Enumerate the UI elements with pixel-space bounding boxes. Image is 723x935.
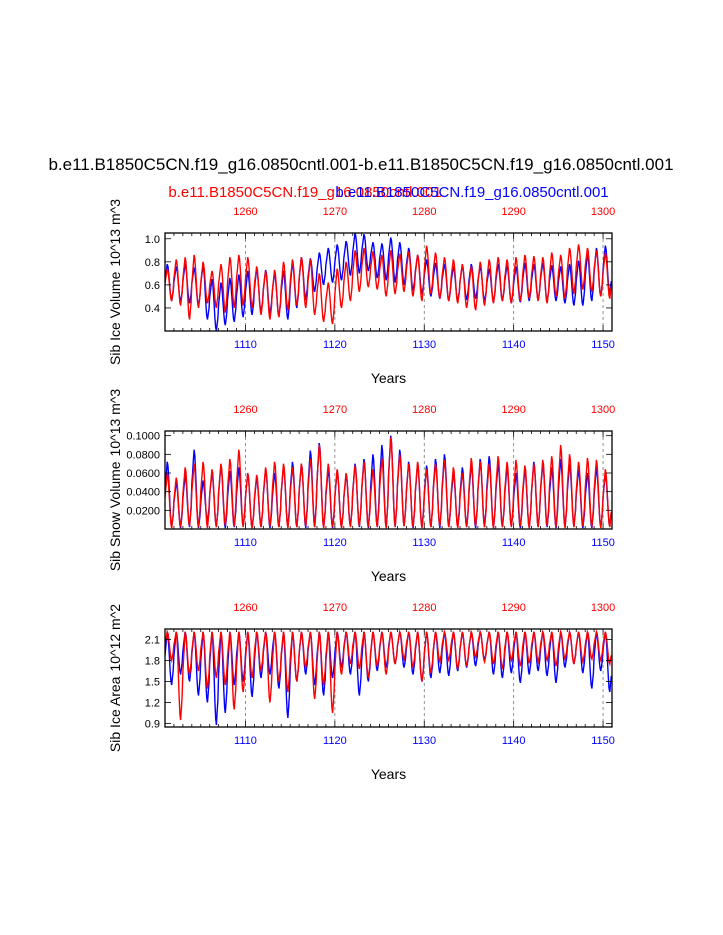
- y-tick-label: 0.9: [145, 719, 160, 731]
- x-tick-label-top: 1280: [412, 602, 436, 614]
- x-tick-label-bottom: 1120: [323, 537, 347, 549]
- x-tick-label-bottom: 1130: [412, 537, 436, 549]
- y-axis-unit: 10^13 m^3: [107, 199, 123, 267]
- x-tick-label-top: 1260: [233, 602, 257, 614]
- x-tick-label-top: 1300: [591, 602, 615, 614]
- x-axis-title: Years: [371, 370, 406, 386]
- x-axis-title: Years: [371, 568, 406, 584]
- x-tick-label-bottom: 1120: [323, 339, 347, 351]
- x-tick-label-top: 1300: [591, 404, 615, 416]
- x-tick-label-bottom: 1150: [591, 537, 615, 549]
- y-axis-title: Sib Ice Area 10^12 m^2: [107, 604, 123, 752]
- panel-2: 1110 1120 1130 1140 1150 1260 1270 1280 1290 1300…: [107, 389, 615, 584]
- panel-1: 1110 1120 1130 1140 1150 1260 1270 1280 1290 1300…: [107, 199, 615, 386]
- panel-3: 1110 1120 1130 1140 1150 1260 1270 1280 1290 1300…: [107, 602, 615, 782]
- x-tick-label-top: 1300: [591, 206, 615, 218]
- x-tick-label-top: 1260: [233, 404, 257, 416]
- y-axis-name: Sib Ice Area: [107, 676, 123, 752]
- x-tick-label-bottom: 1150: [591, 735, 615, 747]
- x-tick-label-top: 1270: [323, 602, 347, 614]
- y-tick-label: 0.6: [145, 280, 160, 292]
- y-tick-label: 2.1: [145, 635, 160, 647]
- legend-red-title: b.e11.B1850C5CN.f19_g16.0850cntl.001: [168, 184, 441, 201]
- x-tick-label-top: 1270: [323, 404, 347, 416]
- x-tick-label-bottom: 1130: [412, 339, 436, 351]
- y-tick-label: 0.0800: [126, 449, 160, 461]
- series-line-red: [165, 244, 612, 325]
- y-axis-unit: 10^12 m^2: [107, 604, 123, 672]
- x-tick-label-bottom: 1140: [502, 339, 526, 351]
- x-tick-label-top: 1280: [412, 206, 436, 218]
- x-tick-label-top: 1290: [501, 404, 525, 416]
- x-tick-label-top: 1290: [501, 602, 525, 614]
- y-tick-label: 0.8: [145, 257, 160, 269]
- main-title: b.e11.B1850C5CN.f19_g16.0850cntl.001-b.e…: [48, 155, 673, 174]
- x-tick-label-bottom: 1110: [234, 339, 257, 351]
- x-tick-label-bottom: 1140: [502, 735, 526, 747]
- x-tick-label-bottom: 1140: [502, 537, 526, 549]
- series-line-red: [165, 629, 612, 721]
- x-tick-label-top: 1290: [501, 206, 525, 218]
- x-tick-label-bottom: 1150: [591, 339, 615, 351]
- y-axis-title: Sib Snow Volume 10^13 m^3: [107, 389, 123, 572]
- y-tick-label: 1.8: [145, 656, 160, 668]
- y-axis-name: Sib Snow Volume: [107, 461, 123, 571]
- y-tick-label: 0.0600: [126, 468, 160, 480]
- x-axis-title: Years: [371, 766, 406, 782]
- y-axis-title: Sib Ice Volume 10^13 m^3: [107, 199, 123, 365]
- y-tick-label: 1.5: [145, 677, 160, 689]
- x-tick-label-bottom: 1110: [234, 537, 257, 549]
- y-tick-label: 1.0: [145, 234, 160, 246]
- x-tick-label-bottom: 1110: [234, 735, 257, 747]
- y-tick-label: 0.0400: [126, 487, 160, 499]
- y-axis-unit: 10^13 m^3: [107, 389, 123, 457]
- x-tick-label-top: 1270: [323, 206, 347, 218]
- x-tick-label-top: 1260: [233, 206, 257, 218]
- y-tick-label: 1.2: [145, 698, 160, 710]
- x-tick-label-bottom: 1130: [412, 735, 436, 747]
- y-tick-label: 0.1000: [126, 431, 160, 443]
- y-tick-label: 0.4: [145, 303, 160, 315]
- legend-blue-title: b.e11.B1850C5CN.f19_g16.0850cntl.001: [335, 184, 608, 201]
- series-line-red: [165, 437, 612, 529]
- x-tick-label-bottom: 1120: [323, 735, 347, 747]
- x-tick-label-top: 1280: [412, 404, 436, 416]
- y-axis-name: Sib Ice Volume: [107, 271, 123, 365]
- y-tick-label: 0.0200: [126, 505, 160, 517]
- chart-panels: 1110 1120 1130 1140 1150 1260 1270 1280 1290 1300…: [107, 199, 615, 782]
